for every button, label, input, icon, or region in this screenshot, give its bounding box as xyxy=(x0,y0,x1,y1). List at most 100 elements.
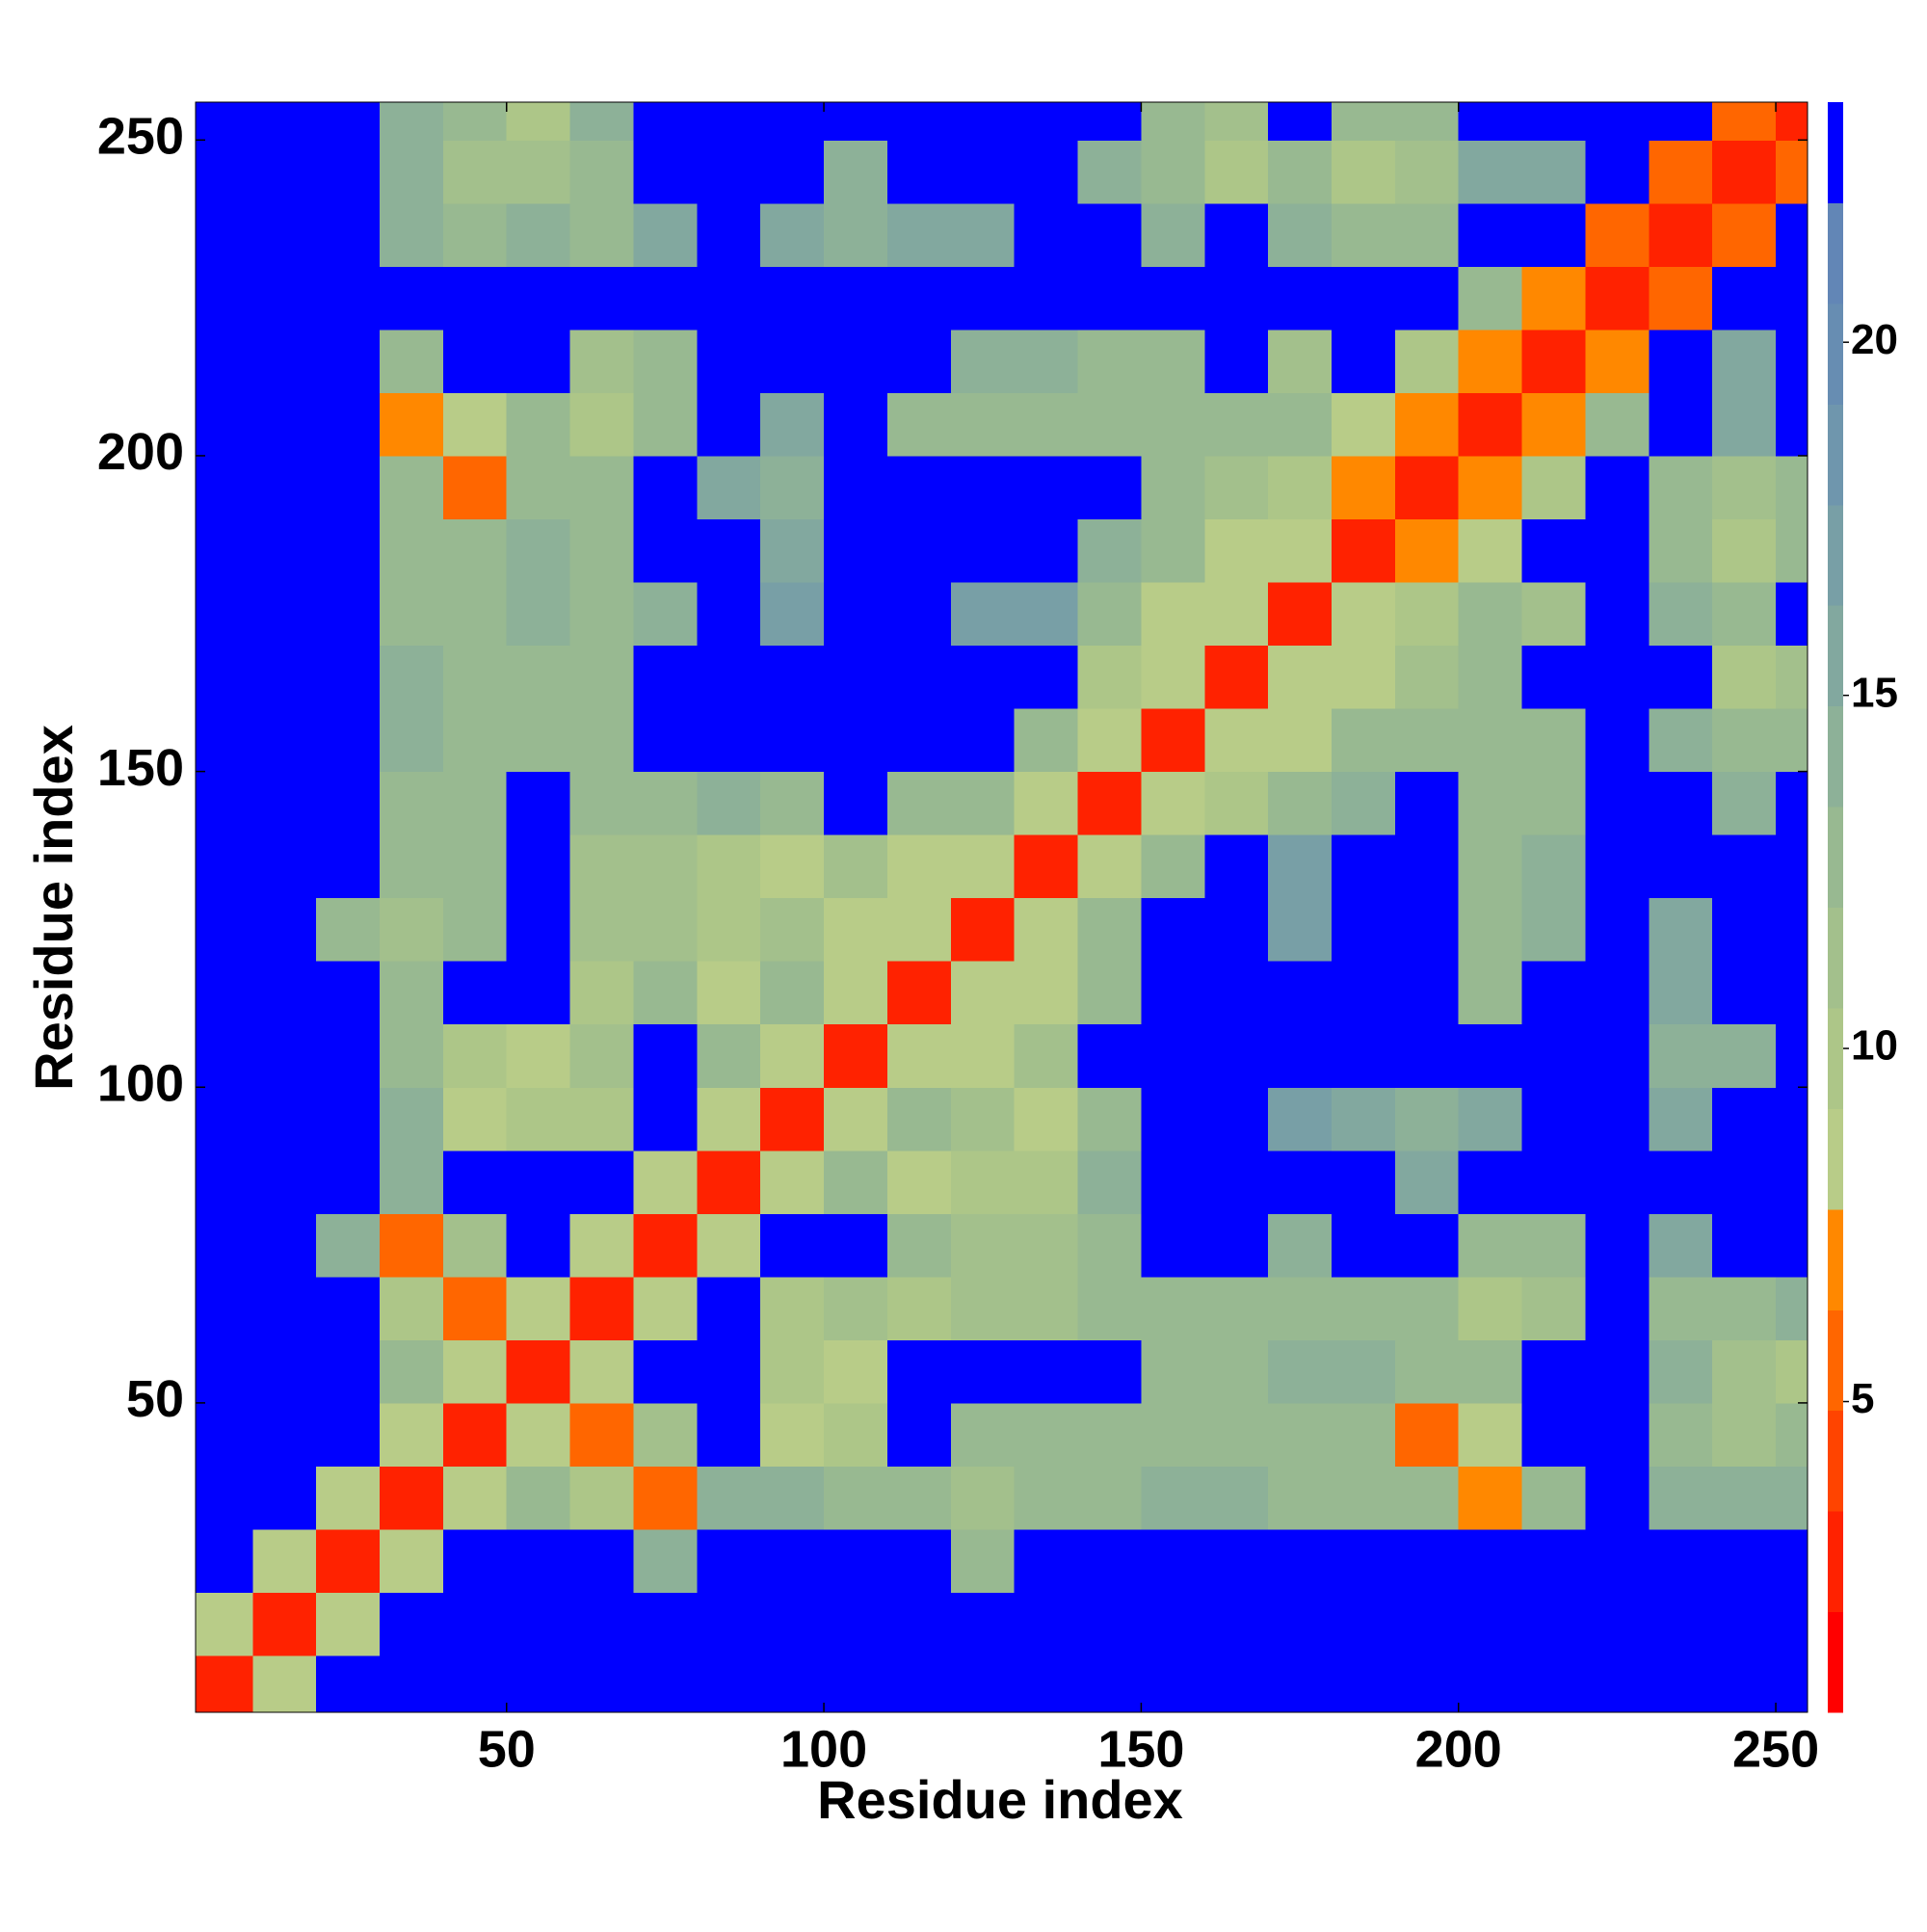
heatmap-cell xyxy=(824,266,888,331)
heatmap-cell xyxy=(1585,1023,1650,1088)
heatmap-cell xyxy=(252,329,317,393)
heatmap-cell xyxy=(886,1655,952,1712)
heatmap-cell xyxy=(1141,1528,1205,1593)
heatmap-cell xyxy=(1712,1339,1777,1404)
colorbar-band xyxy=(1828,504,1843,606)
colorbar-band xyxy=(1828,202,1843,304)
heatmap-cell xyxy=(569,202,634,267)
heatmap-cell xyxy=(950,834,1016,899)
heatmap-cell xyxy=(1521,582,1586,647)
heatmap-cell xyxy=(886,392,952,457)
heatmap-cell xyxy=(1394,645,1460,709)
heatmap-cell xyxy=(633,266,698,331)
heatmap-cell xyxy=(1077,455,1142,519)
y-tick-label: 50 xyxy=(126,1370,184,1428)
heatmap-cell xyxy=(1014,1276,1079,1340)
heatmap-cell xyxy=(506,582,571,647)
heatmap-cell xyxy=(1585,1655,1650,1712)
heatmap-cell xyxy=(697,102,761,141)
heatmap-cell xyxy=(1014,102,1079,141)
heatmap-cell xyxy=(760,1276,825,1340)
heatmap-cell xyxy=(1649,897,1713,962)
heatmap-cell xyxy=(252,202,317,267)
heatmap-cell xyxy=(760,202,825,267)
heatmap-cell xyxy=(1394,518,1460,583)
heatmap-cell xyxy=(760,1402,825,1467)
heatmap-cell xyxy=(1268,518,1333,583)
heatmap-cell xyxy=(1141,961,1205,1025)
heatmap-cell xyxy=(196,1087,253,1151)
heatmap-cell xyxy=(760,392,825,457)
y-tick-label: 200 xyxy=(97,423,184,481)
heatmap-cell xyxy=(316,518,381,583)
y-axis-title: Residue index xyxy=(23,725,84,1091)
heatmap-cell xyxy=(442,1528,508,1593)
heatmap-cell xyxy=(196,897,253,962)
heatmap-cell xyxy=(442,1213,508,1278)
heatmap-cell xyxy=(1014,834,1079,899)
heatmap-cell xyxy=(1521,645,1586,709)
heatmap-cell xyxy=(252,266,317,331)
heatmap-cell xyxy=(442,140,508,204)
heatmap-cell xyxy=(569,961,634,1025)
heatmap-cell xyxy=(1204,771,1269,835)
heatmap-cell xyxy=(316,1213,381,1278)
heatmap-cell xyxy=(1332,645,1396,709)
heatmap-cell xyxy=(1014,708,1079,773)
heatmap-cell xyxy=(1077,202,1142,267)
heatmap-cell xyxy=(569,1466,634,1530)
heatmap-cell xyxy=(1585,582,1650,647)
heatmap-cell xyxy=(380,329,444,393)
heatmap-cell xyxy=(1332,266,1396,331)
heatmap-cell xyxy=(886,1213,952,1278)
heatmap-cell xyxy=(950,140,1016,204)
heatmap-cell xyxy=(1649,202,1713,267)
colorbar-band xyxy=(1828,102,1843,203)
heatmap-cell xyxy=(1649,1087,1713,1151)
heatmap-cell xyxy=(886,1276,952,1340)
heatmap-cell xyxy=(1077,266,1142,331)
heatmap-cell xyxy=(1014,1592,1079,1656)
heatmap-cell xyxy=(1712,1466,1777,1530)
heatmap-cell xyxy=(196,961,253,1025)
heatmap-cell xyxy=(506,961,571,1025)
heatmap-cell xyxy=(380,708,444,773)
heatmap-cell xyxy=(1204,392,1269,457)
heatmap-cell xyxy=(760,102,825,141)
heatmap-cell xyxy=(316,645,381,709)
colorbar-tick-label: 5 xyxy=(1851,1375,1874,1422)
heatmap-cell xyxy=(824,961,888,1025)
heatmap-cell xyxy=(1776,708,1808,773)
heatmap-cell xyxy=(380,771,444,835)
heatmap-cell xyxy=(1268,961,1333,1025)
heatmap-cell xyxy=(1204,961,1269,1025)
heatmap-cell xyxy=(760,834,825,899)
heatmap-cell xyxy=(1712,1402,1777,1467)
heatmap-cell xyxy=(886,1528,952,1593)
heatmap-cell xyxy=(1268,897,1333,962)
heatmap-cell xyxy=(1014,1466,1079,1530)
heatmap-cell xyxy=(442,329,508,393)
heatmap-cell xyxy=(1712,582,1777,647)
heatmap-cell xyxy=(1014,645,1079,709)
heatmap-cell xyxy=(1585,392,1650,457)
heatmap-cell xyxy=(950,102,1016,141)
heatmap-cell xyxy=(1776,582,1808,647)
heatmap-cell xyxy=(1712,708,1777,773)
heatmap-cell xyxy=(1712,392,1777,457)
heatmap-cell xyxy=(506,1466,571,1530)
heatmap-cell xyxy=(886,1023,952,1088)
heatmap-cell xyxy=(824,645,888,709)
heatmap-cell xyxy=(1394,1592,1460,1656)
heatmap-cell xyxy=(1332,834,1396,899)
heatmap-cell xyxy=(316,1466,381,1530)
heatmap-cell xyxy=(569,1150,634,1214)
heatmap-cell xyxy=(252,1276,317,1340)
heatmap-cell xyxy=(1204,1023,1269,1088)
heatmap-cell xyxy=(886,455,952,519)
heatmap-cell xyxy=(569,140,634,204)
heatmap-cell xyxy=(1268,1655,1333,1712)
heatmap-cell xyxy=(950,1150,1016,1214)
heatmap-cell xyxy=(1649,1150,1713,1214)
heatmap-cell xyxy=(1014,1528,1079,1593)
